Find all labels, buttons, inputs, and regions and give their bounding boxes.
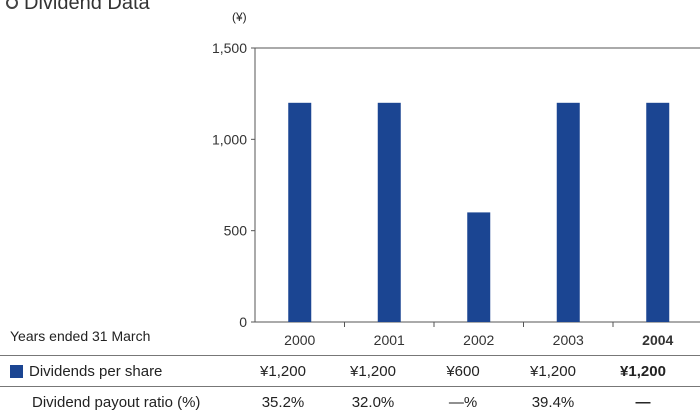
y-tick-label: 500 — [224, 223, 248, 239]
cell-dividend-2003: ¥1,200 — [530, 363, 576, 380]
cell-dividend-2000: ¥1,200 — [260, 363, 306, 380]
x-tick-label-2003: 2003 — [553, 332, 584, 345]
x-tick-label-2000: 2000 — [284, 332, 315, 345]
row-label-dividends: Dividends per share — [10, 363, 162, 380]
x-tick-label-2004: 2004 — [642, 332, 673, 345]
cell-payout-2004: — — [635, 394, 651, 411]
years-caption: Years ended 31 March — [10, 328, 151, 344]
y-tick-label: 1,500 — [212, 40, 247, 56]
bar-2004 — [646, 102, 670, 322]
cell-payout-2002: —% — [448, 394, 478, 411]
table-row-payout: Dividend payout ratio (%) 35.2% 32.0% —%… — [0, 389, 700, 417]
bar-2001 — [377, 102, 401, 322]
legend-swatch — [10, 365, 23, 378]
cell-dividend-2002: ¥600 — [446, 363, 480, 380]
bar-2000 — [288, 102, 312, 322]
cell-payout-2000: 35.2% — [261, 394, 305, 411]
cell-payout-2003: 39.4% — [531, 394, 575, 411]
bar-2003 — [556, 102, 580, 322]
bar-chart: 0 500 1,000 1,500 2000 2001 2002 2003 2004 — [212, 40, 700, 345]
page-title: Dividend Data — [24, 0, 150, 14]
row-label-text: Dividends per share — [29, 363, 163, 380]
row-label-payout: Dividend payout ratio (%) — [32, 394, 201, 411]
title-block: Dividend Data — [6, 0, 150, 18]
table-row-dividends: Dividends per share ¥1,200 ¥1,200 ¥600 ¥… — [0, 358, 700, 386]
y-tick-label: 1,000 — [212, 131, 247, 147]
cell-dividend-2001: ¥1,200 — [350, 363, 396, 380]
y-axis-unit: (¥) — [232, 10, 247, 24]
cell-payout-2001: 32.0% — [351, 394, 395, 411]
table-divider-mid — [0, 386, 700, 387]
cell-dividend-2004: ¥1,200 — [620, 363, 666, 380]
x-tick-label-2002: 2002 — [463, 332, 494, 345]
x-tick-label-2001: 2001 — [374, 332, 405, 345]
table-divider-top — [0, 355, 700, 356]
circle-bullet-icon — [6, 0, 18, 9]
y-tick-label: 0 — [239, 314, 247, 330]
bar-2002 — [467, 212, 491, 322]
